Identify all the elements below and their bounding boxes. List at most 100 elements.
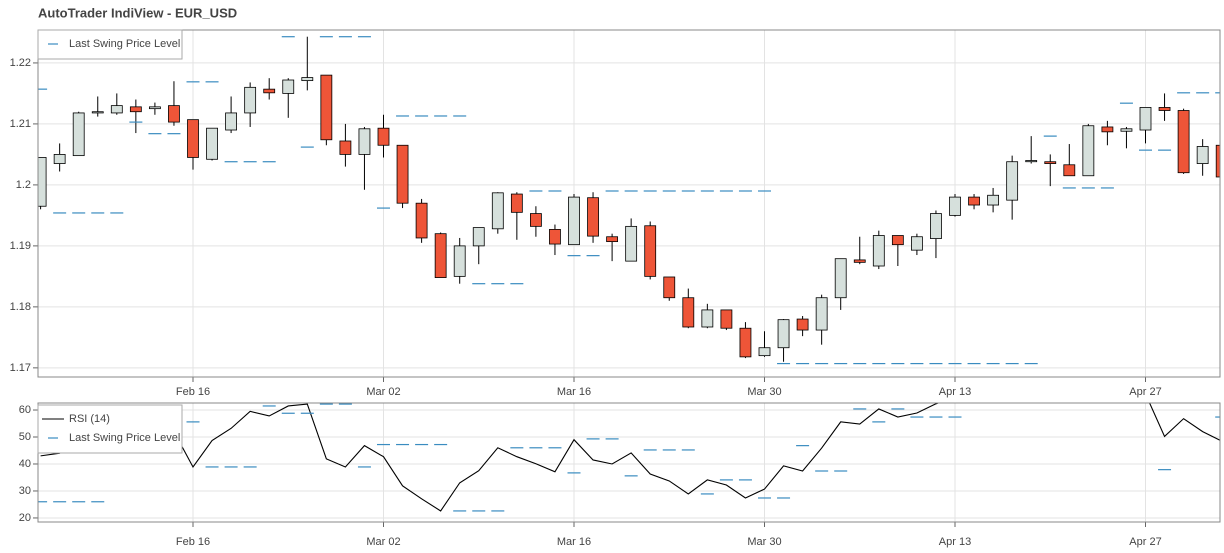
candle-body xyxy=(987,194,999,206)
candle-body xyxy=(396,144,409,204)
x-tick-label: Mar 02 xyxy=(366,386,400,398)
candle-body xyxy=(1139,107,1152,131)
candle-body xyxy=(549,229,561,245)
x-tick-label: Feb 16 xyxy=(176,386,210,398)
x-tick-label: Mar 16 xyxy=(557,536,591,548)
candle-body xyxy=(568,196,580,246)
legend-box xyxy=(37,404,183,454)
candle-body xyxy=(777,319,790,349)
y-tick-label: 1.21 xyxy=(10,118,31,130)
candle-body xyxy=(53,154,66,164)
x-tick-label: Mar 30 xyxy=(747,536,781,548)
candle-body xyxy=(758,347,771,357)
candle-body xyxy=(720,309,733,329)
plot-frame xyxy=(37,402,1221,523)
x-tick-label: Mar 30 xyxy=(747,386,781,398)
candle-body xyxy=(339,140,352,155)
candle-body xyxy=(1215,144,1220,178)
candle-body xyxy=(644,225,657,277)
candle-body xyxy=(1006,161,1019,201)
candle-body xyxy=(949,196,961,216)
legend: RSI (14) Last Swing Price Level xyxy=(37,404,183,454)
y-tick-label: 40 xyxy=(19,458,31,470)
candle-body xyxy=(282,79,295,94)
x-tick-label: Apr 27 xyxy=(1129,386,1161,398)
candle-body xyxy=(682,297,695,328)
candle-body xyxy=(1158,107,1171,111)
line xyxy=(40,403,1220,512)
candle-body xyxy=(1044,161,1057,164)
candle-body xyxy=(206,127,218,160)
candle-body xyxy=(739,327,752,358)
candle-body xyxy=(129,106,142,113)
candle-body xyxy=(1196,146,1209,164)
x-tick-label: Mar 02 xyxy=(366,536,400,548)
plot-area xyxy=(38,30,1220,377)
candle-body xyxy=(472,227,485,247)
x-tick-label: Apr 13 xyxy=(939,536,971,548)
candle-body xyxy=(853,259,866,263)
x-tick-label: Mar 16 xyxy=(557,386,591,398)
plot-frame xyxy=(37,29,1221,378)
candle-body xyxy=(72,112,85,157)
candle-body xyxy=(491,192,504,230)
y-tick-label: 1.2 xyxy=(16,179,31,191)
legend: Last Swing Price Level xyxy=(37,29,183,60)
candle-body xyxy=(510,193,523,213)
candle-body xyxy=(148,106,161,110)
candle-body xyxy=(796,318,809,331)
candle-body xyxy=(968,196,980,206)
chart-title: AutoTrader IndiView - EUR_USD xyxy=(38,5,237,20)
candle-body xyxy=(872,235,885,267)
candle-body xyxy=(1025,160,1038,163)
candle-body xyxy=(91,111,104,114)
candle-body xyxy=(110,105,123,114)
candle-body xyxy=(606,236,618,243)
candle-body xyxy=(415,202,428,239)
candle-body xyxy=(1177,110,1190,174)
candle-body xyxy=(358,128,371,155)
y-tick-label: 1.18 xyxy=(10,301,31,313)
candle-body xyxy=(434,233,447,278)
candle-body xyxy=(301,77,314,82)
candle-body xyxy=(1101,126,1114,133)
candle-body xyxy=(453,245,466,277)
candle-body xyxy=(38,157,47,207)
y-tick-label: 1.19 xyxy=(10,240,31,252)
candle-body xyxy=(244,86,257,114)
candle-body xyxy=(930,213,942,239)
candle-body xyxy=(1120,128,1133,132)
y-tick-label: 1.17 xyxy=(10,362,31,374)
legend-box xyxy=(37,29,183,60)
legend-label: Last Swing Price Level xyxy=(69,38,180,50)
candle-body xyxy=(911,236,923,251)
candle-body xyxy=(263,88,276,94)
candle-body xyxy=(815,297,828,331)
candle-body xyxy=(377,127,390,146)
plot-area xyxy=(38,403,1220,522)
y-tick-label: 1.22 xyxy=(10,57,31,69)
panel: 20 30 40 50 60 Feb 16 Mar 02 Mar 16 Mar 30 Apr 13… xyxy=(19,402,1221,548)
candle-body xyxy=(587,197,599,237)
candle-body xyxy=(320,74,333,141)
candle-body xyxy=(187,119,199,158)
panel: 1.17 1.18 1.19 1.2 1.21 1.22 Feb 16 Mar 02 Mar 1… xyxy=(10,29,1221,398)
candle-body xyxy=(663,276,676,299)
candle-body xyxy=(1063,164,1076,177)
y-tick-label: 60 xyxy=(19,404,31,416)
x-tick-label: Apr 27 xyxy=(1129,536,1161,548)
candle-body xyxy=(1082,125,1095,177)
legend-label: Last Swing Price Level xyxy=(69,432,180,444)
candle-body xyxy=(834,258,847,299)
candle-body xyxy=(701,309,714,328)
y-tick-label: 50 xyxy=(19,431,31,443)
candle-body xyxy=(530,213,542,227)
candle-body xyxy=(625,225,638,262)
candle-body xyxy=(891,235,904,246)
x-tick-label: Apr 13 xyxy=(939,386,971,398)
x-tick-label: Feb 16 xyxy=(176,536,210,548)
candle-body xyxy=(225,112,238,131)
y-tick-label: 30 xyxy=(19,485,31,497)
candle-body xyxy=(168,105,180,123)
